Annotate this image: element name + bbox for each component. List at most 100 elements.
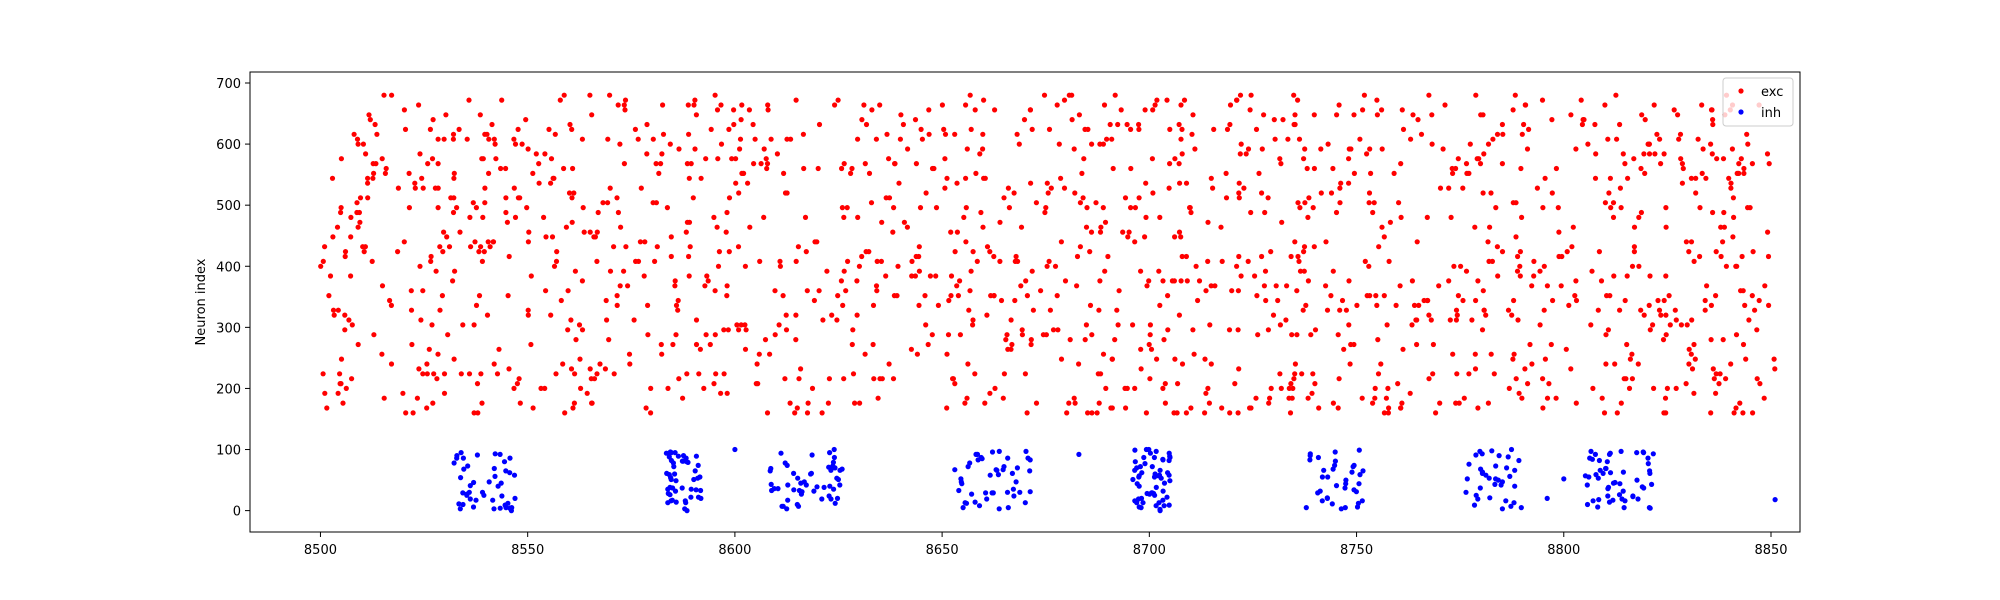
exc-spike xyxy=(1177,180,1183,186)
exc-spike xyxy=(703,332,709,338)
exc-spike xyxy=(1525,381,1531,387)
inh-spike xyxy=(983,490,989,496)
exc-spike xyxy=(1605,327,1611,333)
exc-spike xyxy=(734,322,740,328)
exc-spike xyxy=(1252,273,1258,279)
exc-spike xyxy=(1693,190,1699,196)
inh-spike xyxy=(832,465,838,471)
exc-spike xyxy=(440,249,446,255)
exc-spike xyxy=(1617,185,1623,191)
exc-spike xyxy=(595,209,601,216)
exc-spike xyxy=(1183,180,1190,186)
inh-spike xyxy=(1359,498,1365,504)
exc-spike xyxy=(965,361,971,367)
exc-spike xyxy=(570,405,576,411)
inh-spike xyxy=(1588,448,1594,454)
exc-spike xyxy=(904,224,911,230)
exc-spike xyxy=(1494,244,1500,250)
exc-spike xyxy=(1022,371,1028,377)
exc-spike xyxy=(503,195,509,201)
inh-spike xyxy=(1303,505,1309,511)
inh-spike xyxy=(673,478,679,484)
exc-spike xyxy=(340,400,346,406)
exc-spike xyxy=(1661,297,1667,304)
inh-spike xyxy=(512,495,518,501)
exc-spike xyxy=(1592,175,1599,181)
exc-spike xyxy=(1638,165,1644,172)
exc-spike xyxy=(1642,117,1648,123)
exc-spike xyxy=(1261,283,1267,289)
exc-spike xyxy=(460,322,466,328)
exc-spike xyxy=(1426,92,1432,98)
inh-spike xyxy=(1650,451,1656,457)
exc-spike xyxy=(1085,410,1091,416)
inh-spike xyxy=(984,496,990,502)
exc-spike xyxy=(1236,253,1242,260)
inh-spike xyxy=(834,475,840,481)
inh-spike xyxy=(1011,493,1017,499)
exc-spike xyxy=(1474,156,1480,162)
exc-spike xyxy=(1744,131,1750,137)
exc-spike xyxy=(451,356,457,362)
exc-spike xyxy=(484,312,491,318)
exc-spike xyxy=(1607,293,1613,299)
exc-spike xyxy=(1147,376,1153,382)
inh-spike xyxy=(684,459,690,465)
exc-spike xyxy=(800,131,807,137)
exc-spike xyxy=(1688,239,1695,245)
exc-spike xyxy=(1271,117,1277,123)
exc-spike xyxy=(939,102,946,108)
exc-spike xyxy=(1588,322,1594,328)
exc-spike xyxy=(1647,327,1653,333)
exc-spike xyxy=(1660,337,1667,343)
exc-spike xyxy=(1028,341,1034,348)
exc-spike xyxy=(1684,322,1690,328)
exc-spike xyxy=(676,146,682,152)
inh-spike xyxy=(828,496,834,502)
exc-spike xyxy=(1316,405,1322,411)
exc-spike xyxy=(414,395,420,401)
exc-spike xyxy=(1762,283,1768,289)
exc-spike xyxy=(441,136,447,142)
exc-spike xyxy=(897,136,904,142)
exc-spike xyxy=(697,346,704,352)
exc-spike xyxy=(1408,136,1414,142)
exc-spike xyxy=(504,219,510,225)
exc-spike xyxy=(844,205,850,211)
exc-spike xyxy=(1454,371,1460,377)
exc-spike xyxy=(873,283,880,289)
exc-spike xyxy=(445,332,451,338)
exc-spike xyxy=(820,317,826,323)
exc-spike xyxy=(401,107,407,113)
inh-spike xyxy=(1487,495,1493,501)
exc-spike xyxy=(606,337,612,343)
y-tick-label: 600 xyxy=(216,138,241,153)
inh-spike xyxy=(1136,504,1142,510)
exc-spike xyxy=(1223,195,1230,201)
inh-spike xyxy=(673,499,679,505)
exc-spike xyxy=(1752,307,1758,313)
exc-spike xyxy=(1259,253,1265,260)
exc-spike xyxy=(811,297,818,304)
inh-spike xyxy=(1132,467,1138,473)
exc-spike xyxy=(1754,376,1760,382)
inh-spike xyxy=(497,505,503,511)
exc-spike xyxy=(435,136,441,142)
exc-spike xyxy=(526,229,532,235)
exc-spike xyxy=(1273,283,1279,289)
exc-spike xyxy=(1511,297,1517,304)
exc-spike xyxy=(1088,229,1095,235)
exc-spike xyxy=(1548,341,1554,348)
inh-spike xyxy=(1076,451,1082,457)
exc-spike xyxy=(1087,249,1093,255)
exc-spike xyxy=(1553,165,1559,172)
exc-spike xyxy=(452,268,458,274)
exc-spike xyxy=(1539,97,1546,103)
exc-spike xyxy=(1305,214,1311,220)
exc-spike xyxy=(912,117,919,123)
exc-spike xyxy=(1636,263,1642,269)
exc-spike xyxy=(348,234,354,240)
exc-spike xyxy=(569,219,575,225)
exc-spike xyxy=(1280,117,1286,123)
exc-spike xyxy=(692,146,698,152)
